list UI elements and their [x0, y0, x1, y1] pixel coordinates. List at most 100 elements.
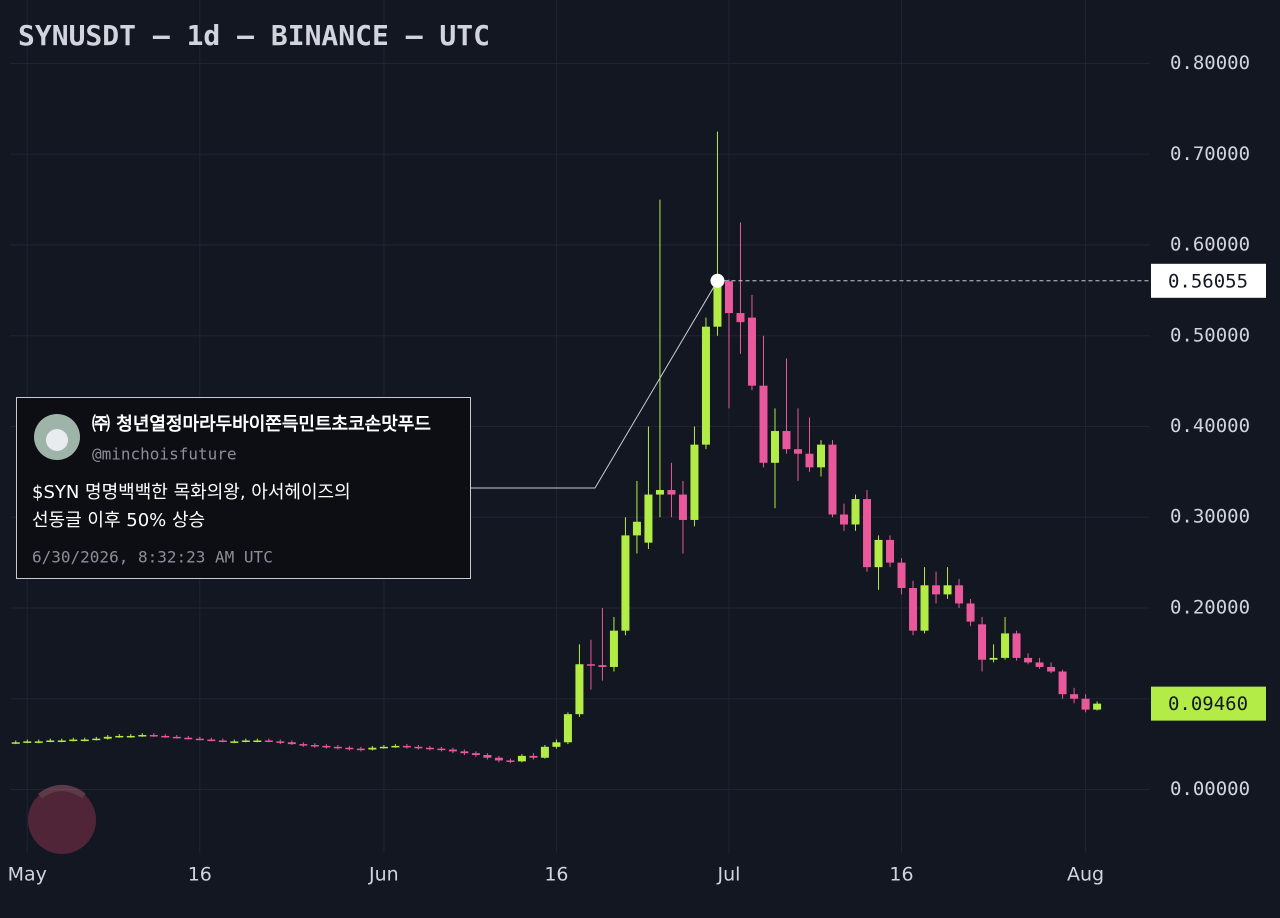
candle-body [483, 754, 492, 758]
candle-body [978, 624, 987, 660]
candle-body [195, 738, 204, 741]
candle-body [1024, 657, 1033, 663]
candle-body [1012, 633, 1021, 658]
candle-body [448, 749, 457, 752]
tweet-time: 6/30/2026, 8:32:23 AM UTC [32, 548, 273, 567]
candle-body [863, 499, 872, 568]
candle-body [966, 603, 975, 622]
y-tick-label: 0.20000 [1170, 596, 1250, 618]
candle-body [345, 747, 354, 750]
candle-body [770, 431, 779, 463]
candle-body [575, 664, 584, 715]
y-tick-label: 0.30000 [1170, 506, 1250, 528]
candle-body [276, 741, 285, 743]
candle-body [11, 742, 20, 744]
y-tick-label: 0.50000 [1170, 324, 1250, 346]
candle-body [932, 585, 941, 595]
candle-body [609, 630, 618, 667]
candle-body [253, 740, 262, 742]
y-tick-label: 0.70000 [1170, 143, 1250, 165]
candle-body [644, 494, 653, 543]
y-tick-label: 0.00000 [1170, 778, 1250, 800]
candle-body [402, 745, 411, 748]
candle-body [437, 748, 446, 751]
annotation-price-label: 0.56055 [1168, 270, 1248, 292]
candle-body [897, 562, 906, 589]
x-tick-label: Aug [1067, 864, 1104, 886]
candle-body [184, 737, 193, 740]
watermark-logo [28, 785, 96, 854]
candle-body [632, 521, 641, 536]
candle-body [471, 753, 480, 755]
x-tick-label: Jul [717, 864, 741, 886]
candle-body [667, 490, 676, 495]
y-tick-label: 0.40000 [1170, 415, 1250, 437]
candle-body [425, 747, 434, 750]
candle-body [540, 746, 549, 758]
candle-body [506, 760, 515, 762]
candle-body [989, 657, 998, 660]
candle-body [1047, 666, 1056, 672]
candle-body [1035, 662, 1044, 667]
candles [11, 131, 1102, 764]
candle-body [909, 588, 918, 631]
candle-body [69, 739, 78, 742]
candle-body [563, 714, 572, 743]
candle-body [920, 585, 929, 631]
candle-body [207, 739, 216, 742]
candle-body [713, 284, 722, 327]
candle-body [379, 746, 388, 749]
candle-body [678, 494, 687, 520]
candle-body [310, 745, 319, 747]
candle-body [874, 539, 883, 568]
candle-body [747, 317, 756, 386]
candle-body [264, 740, 273, 742]
annotation-box: ㈜ 청년열정마라두바이쫀득민트초코손맛푸드 @minchoisfuture $S… [16, 397, 471, 579]
candle-body [1001, 633, 1010, 658]
candle-body [333, 746, 342, 749]
candle-body [655, 490, 664, 495]
candle-body [322, 745, 331, 748]
last-price-tag [1151, 686, 1266, 721]
annotation-connector [471, 280, 718, 489]
candle-body [621, 535, 630, 631]
annotation-price-tag [1151, 263, 1266, 298]
last-price-label: 0.09460 [1168, 693, 1248, 715]
candle-body [218, 740, 227, 742]
tweet-line: 선동글 이후 50% 상승 [32, 510, 205, 531]
candle-body [368, 747, 377, 750]
candle-body [690, 444, 699, 520]
candle-body [80, 739, 89, 742]
candle-body [241, 740, 250, 742]
candle-body [517, 755, 526, 762]
candle-body [414, 746, 423, 749]
candle-body [57, 740, 66, 742]
author-name: ㈜ 청년열정마라두바이쫀득민트초코손맛푸드 [92, 413, 431, 435]
candle-body [103, 736, 112, 739]
candle-body [701, 326, 710, 445]
candle-body [805, 453, 814, 468]
candle-body [816, 444, 825, 468]
candle-body [1058, 671, 1067, 695]
candle-body [115, 735, 124, 738]
candle-body [943, 585, 952, 595]
x-tick-label: May [8, 864, 47, 886]
candle-body [1081, 698, 1090, 710]
candle-body [92, 738, 101, 741]
candle-body [299, 744, 308, 746]
chart-title: SYNUSDT — 1d — BINANCE — UTC [18, 19, 490, 52]
candle-body [230, 741, 239, 743]
candle-body [287, 742, 296, 745]
x-tick-label: 16 [889, 864, 913, 886]
candle-body [782, 431, 791, 450]
candle-body [955, 585, 964, 604]
avatar-detail [46, 429, 68, 451]
candle-body [529, 755, 538, 758]
candle-body [149, 735, 158, 737]
x-tick-label: 16 [188, 864, 212, 886]
candle-body [23, 741, 32, 743]
candle-body [1093, 703, 1102, 710]
candle-body [840, 514, 849, 525]
candle-body [598, 665, 607, 667]
author-handle: @minchoisfuture [92, 445, 237, 464]
